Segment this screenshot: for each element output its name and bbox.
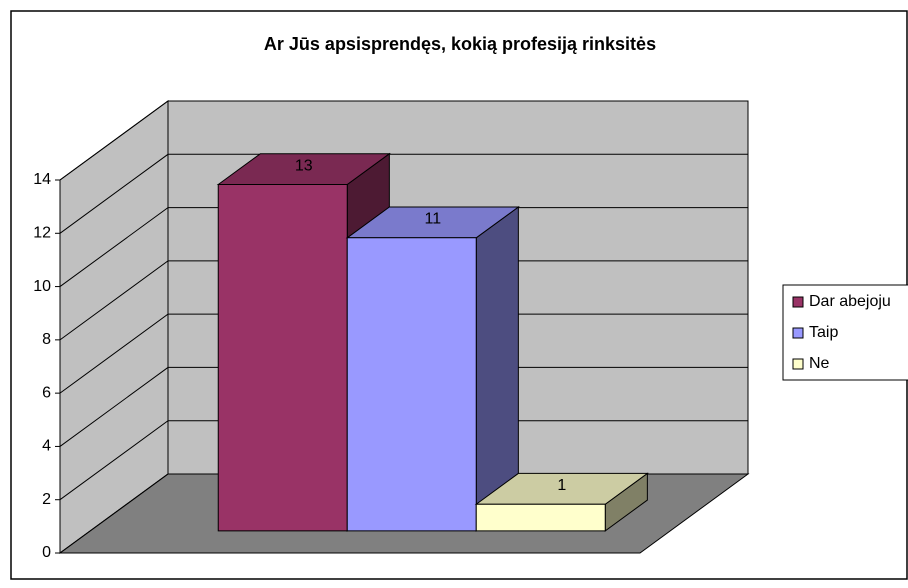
chart-title: Ar Jūs apsisprendęs, kokią profesiją rin…	[264, 34, 656, 54]
grid-line	[59, 313, 748, 394]
bar	[346, 237, 477, 532]
y-tick-label: 0	[42, 544, 51, 561]
data-label: 11	[424, 211, 441, 228]
y-tick-label: 6	[42, 384, 51, 401]
grid-line	[59, 153, 748, 234]
y-tick-label: 10	[33, 278, 51, 295]
y-tick-label: 14	[33, 171, 51, 188]
y-tick-label: 12	[33, 225, 51, 242]
bar	[217, 184, 348, 532]
legend-items: Dar abejoju Taip Ne	[792, 293, 891, 372]
grid-line	[59, 100, 748, 181]
legend-label: Dar abejoju	[809, 293, 891, 310]
legend-swatch	[792, 358, 804, 370]
legend-swatch	[792, 327, 804, 339]
grid-line	[59, 207, 748, 287]
y-tick-label: 8	[42, 331, 51, 348]
y-tick-label: 2	[42, 491, 51, 508]
y-tick-label: 4	[42, 438, 51, 455]
side-wall	[59, 100, 169, 554]
grid-line	[59, 366, 748, 447]
data-label: 13	[295, 157, 313, 174]
data-label: 1	[557, 477, 566, 494]
bar	[475, 503, 606, 532]
legend-swatch	[792, 296, 804, 308]
grid-line	[59, 260, 748, 341]
legend	[782, 284, 908, 381]
grid-line	[59, 420, 748, 501]
legend-label: Ne	[809, 355, 830, 372]
legend-label: Taip	[809, 324, 838, 341]
